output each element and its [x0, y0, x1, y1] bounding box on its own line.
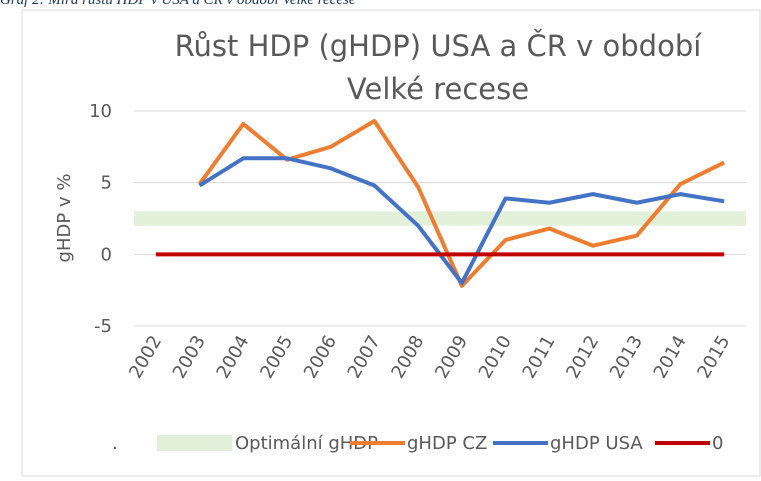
- x-tick-label: 2012: [562, 332, 603, 382]
- chart-title: Růst HDP (gHDP) USA a ČR v období: [175, 29, 703, 63]
- x-tick-label: 2008: [387, 332, 428, 382]
- x-tick-label: 2003: [169, 332, 210, 382]
- y-tick-label: 5: [101, 173, 112, 194]
- legend-label: 0: [712, 433, 723, 454]
- x-tick-label: 2002: [125, 332, 166, 382]
- x-tick-label: 2007: [344, 332, 385, 382]
- x-tick-label: 2011: [519, 332, 560, 382]
- legend-label: gHDP USA: [550, 433, 643, 454]
- legend-label: gHDP CZ: [407, 433, 487, 454]
- x-tick-label: 2014: [650, 332, 691, 382]
- y-tick-label: -5: [94, 316, 112, 337]
- legend-swatch: [157, 435, 232, 451]
- x-tick-label: 2010: [475, 332, 516, 382]
- series-line: [198, 156, 725, 285]
- y-axis-label: gHDP v %: [54, 174, 75, 263]
- series-line: [197, 119, 726, 288]
- optimal-band: [134, 211, 746, 226]
- x-tick-label: 2004: [213, 332, 254, 382]
- legend-label: Optimální gHDP: [235, 433, 378, 454]
- caption: Graf 2: Míra růstu HDP v USA a ČR v obdo…: [0, 0, 356, 8]
- legend-label: .: [112, 433, 118, 454]
- x-tick-label: 2015: [693, 332, 734, 382]
- y-tick-label: 0: [101, 244, 112, 265]
- x-tick-label: 2009: [431, 332, 472, 382]
- x-tick-label: 2006: [300, 332, 341, 382]
- chart-title: Velké recese: [347, 72, 529, 106]
- x-tick-label: 2013: [606, 332, 647, 382]
- x-tick-label: 2005: [256, 332, 297, 382]
- chart-frame: [21, 9, 761, 477]
- y-tick-label: 10: [89, 101, 112, 122]
